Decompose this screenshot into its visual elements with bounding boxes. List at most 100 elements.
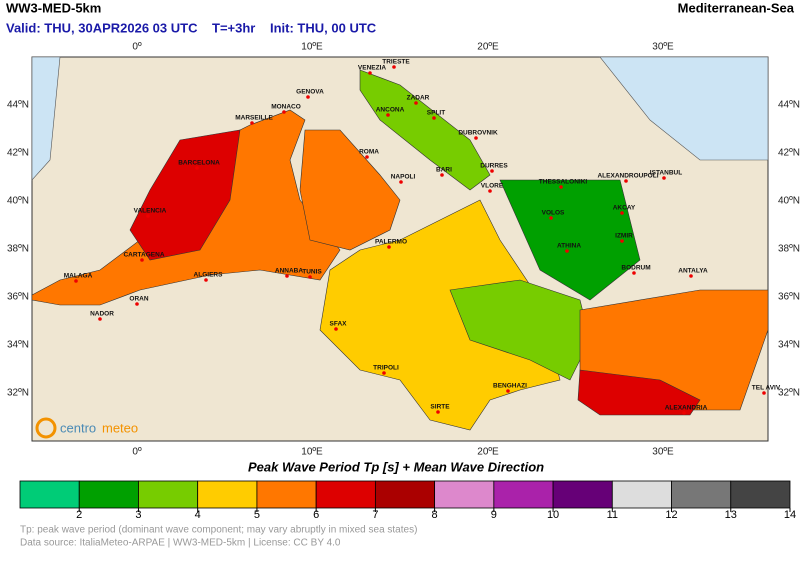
sea-tyrrhenian — [299, 129, 401, 251]
city-dot — [490, 169, 494, 173]
colorbar-segment — [730, 480, 791, 509]
lon-label: 10ºE — [301, 447, 323, 458]
city-dot — [559, 185, 563, 189]
city-label: CARTAGENA — [123, 252, 164, 259]
city-dot — [204, 278, 208, 282]
city-dot — [549, 216, 553, 220]
city-label: ZADAR — [407, 95, 430, 102]
black-sea — [599, 56, 769, 161]
city-label: TUNIS — [302, 269, 322, 276]
colorbar-label: 13 — [725, 509, 737, 521]
city-dot — [488, 189, 492, 193]
city-dot — [386, 113, 390, 117]
lon-label: 0º — [132, 42, 142, 53]
lon-label: 30ºE — [652, 447, 674, 458]
city-dot — [250, 121, 254, 125]
city-label: ALEXANDRIA — [665, 405, 708, 412]
step: T=+3hr — [212, 20, 255, 35]
colorbar-label: 11 — [607, 509, 618, 521]
city-label: MARSEILLE — [235, 115, 273, 122]
city-dot — [399, 180, 403, 184]
city-label: ALGIERS — [194, 272, 224, 279]
colorbar-segment — [78, 480, 139, 509]
map — [31, 56, 769, 442]
colorbar-segment — [197, 480, 258, 509]
lon-label: 0º — [132, 447, 142, 458]
city-label: ROMA — [359, 149, 379, 156]
colorbar-label: 14 — [784, 509, 796, 521]
city-label: NADOR — [90, 311, 114, 318]
colorbar-segment — [493, 480, 554, 509]
city-label: VOLOS — [542, 210, 565, 217]
city-dot — [440, 173, 444, 177]
logo-text: meteo — [102, 420, 138, 435]
city-label: BARCELONA — [178, 160, 220, 167]
colorbar-label: 3 — [135, 509, 141, 521]
lat-label: 36ºN — [7, 292, 29, 303]
city-label: ANTALYA — [678, 268, 708, 275]
city-dot — [436, 410, 440, 414]
city-label: ATHINA — [557, 243, 581, 250]
city-label: NAPOLI — [391, 174, 416, 181]
city-label: BARI — [436, 167, 452, 174]
city-dot — [98, 317, 102, 321]
city-dot — [365, 155, 369, 159]
city-label: SPLIT — [427, 110, 445, 117]
city-dot — [308, 275, 312, 279]
colorbar-segment — [434, 480, 495, 509]
city-dot — [762, 391, 766, 395]
city-label: ANCONA — [376, 107, 405, 114]
sea-aegean — [499, 179, 641, 301]
city-dot — [662, 176, 666, 180]
colorbar-segment — [138, 480, 199, 509]
city-label: THESSALONIKI — [539, 179, 588, 186]
colorbar-label: 10 — [547, 509, 559, 521]
source: Data source: ItaliaMeteo-ARPAE | WW3-MED… — [20, 538, 341, 549]
logo-icon — [35, 417, 57, 439]
city-label: ALEXANDROUPOLI — [597, 173, 658, 180]
city-dot — [140, 258, 144, 262]
colorbar-segment — [671, 480, 732, 509]
city-dot — [624, 179, 628, 183]
lon-label: 20ºE — [477, 42, 499, 53]
city-dot — [565, 249, 569, 253]
city-dot — [387, 245, 391, 249]
city-label: DUBROVNIK — [458, 130, 498, 137]
colorbar-segment — [19, 480, 80, 509]
city-label: BENGHAZI — [493, 383, 527, 390]
region: Mediterranean-Sea — [678, 0, 795, 15]
colorbar-label: 7 — [372, 509, 378, 521]
city-dot — [620, 211, 624, 215]
colorbar-segment — [315, 480, 376, 509]
city-dot — [414, 101, 418, 105]
city-label: GENOVA — [296, 89, 324, 96]
logo-text: centro — [60, 420, 96, 435]
city-label: TRIESTE — [382, 59, 410, 66]
city-label: VALENCIA — [134, 208, 167, 215]
city-dot — [135, 302, 139, 306]
city-dot — [506, 389, 510, 393]
city-dot — [368, 71, 372, 75]
colorbar-segment — [256, 480, 317, 509]
colorbar-segment — [611, 480, 672, 509]
valid: Valid: THU, 30APR2026 03 UTC — [6, 20, 198, 35]
legend-title: Peak Wave Period Tp [s] + Mean Wave Dire… — [248, 459, 544, 474]
city-label: VLORE — [481, 183, 504, 190]
lat-label: 38ºN — [778, 244, 800, 255]
colorbar-label: 2 — [76, 509, 82, 521]
lat-label: 42ºN — [778, 148, 800, 159]
colorbar-label: 5 — [254, 509, 260, 521]
lat-label: 44ºN — [7, 100, 29, 111]
city-dot — [334, 327, 338, 331]
lat-label: 40ºN — [7, 196, 29, 207]
lat-label: 40ºN — [778, 196, 800, 207]
city-dot — [285, 274, 289, 278]
sea-ionian — [319, 199, 561, 431]
city-label: TEL AVIV — [752, 385, 781, 392]
colorbar-segment — [552, 480, 613, 509]
city-dot — [282, 110, 286, 114]
city-label: AKCAY — [613, 205, 636, 212]
lat-label: 42ºN — [7, 148, 29, 159]
city-label: DURRES — [480, 163, 508, 170]
